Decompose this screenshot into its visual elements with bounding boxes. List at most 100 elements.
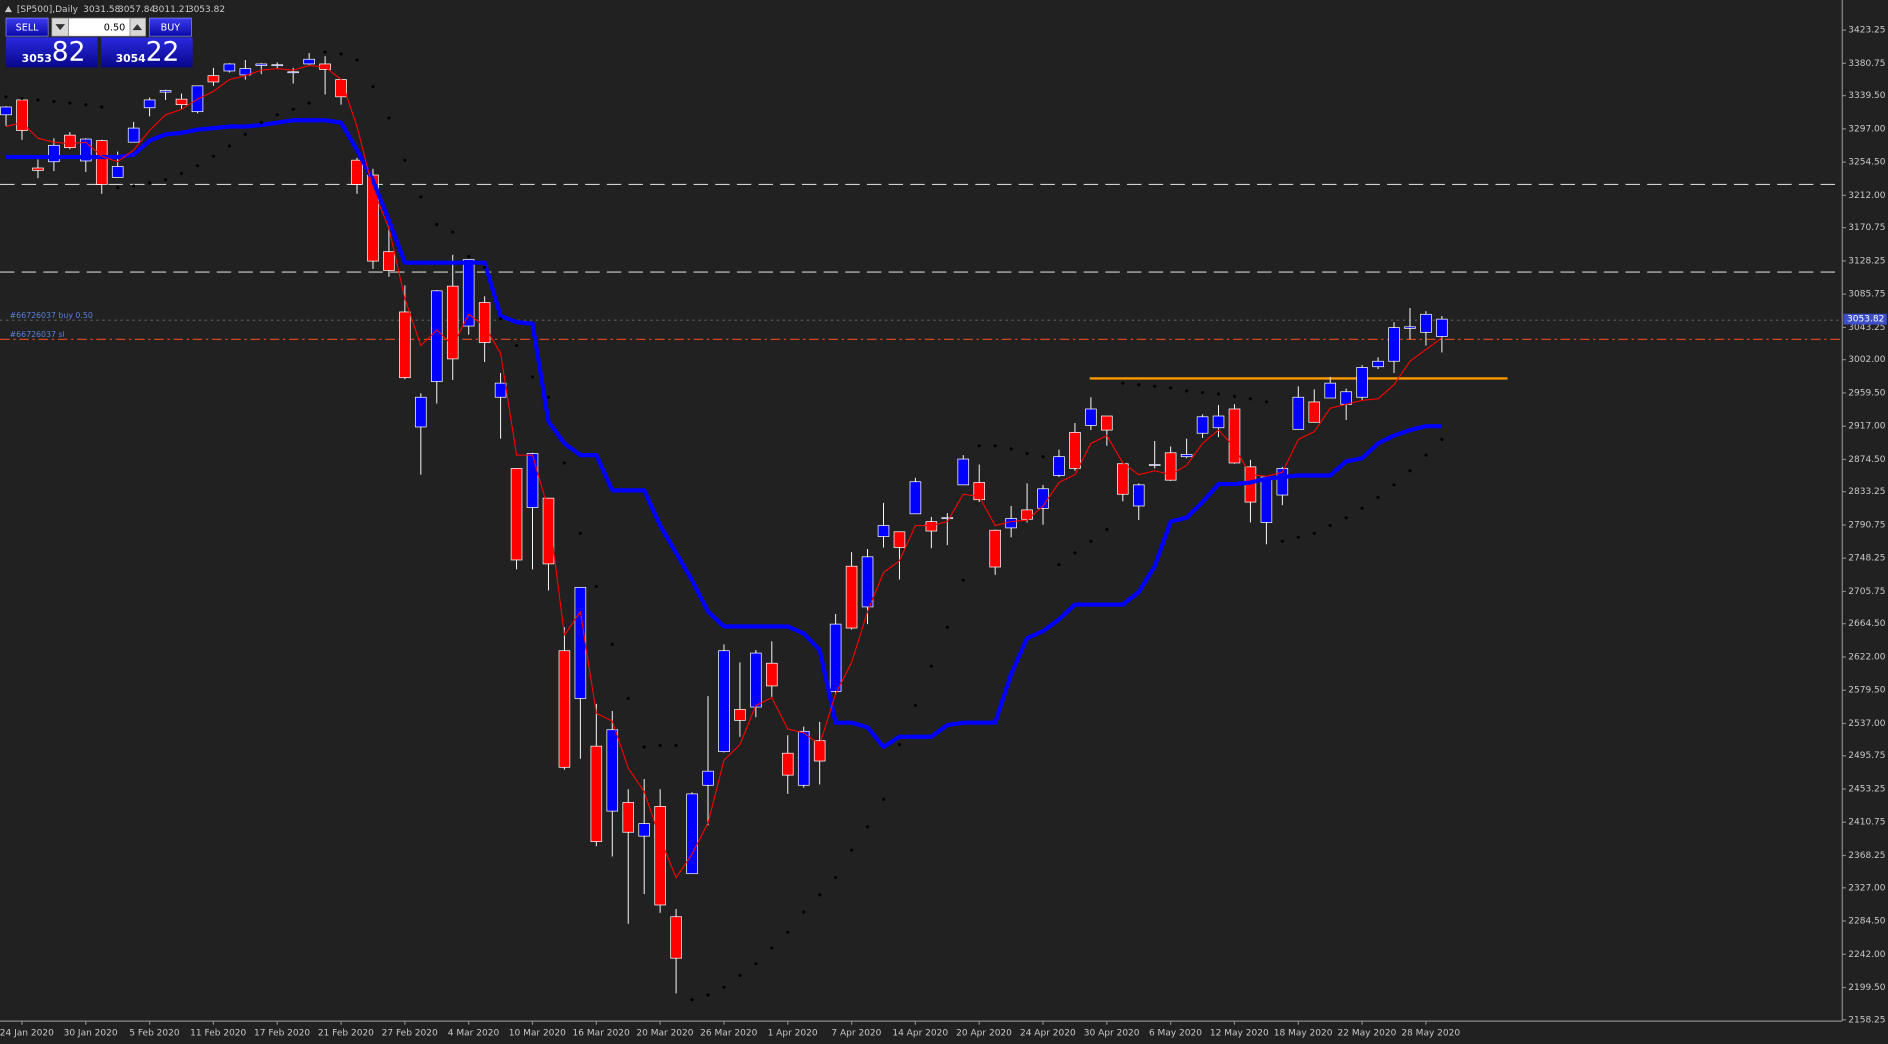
- y-tick-label: 3085.75: [1848, 290, 1885, 300]
- y-tick-label: 2748.25: [1848, 554, 1885, 564]
- candle-body: [223, 63, 236, 72]
- sar-dot: [195, 164, 200, 168]
- x-tick-label: 17 Feb 2020: [254, 1029, 310, 1039]
- sar-dot: [865, 825, 870, 829]
- sar-dot: [929, 664, 933, 668]
- sar-dot: [514, 344, 519, 348]
- sar-dot: [307, 101, 311, 105]
- collapse-icon[interactable]: [4, 6, 13, 13]
- sar-dot: [243, 132, 247, 136]
- sar-dot: [84, 103, 88, 107]
- sar-dot: [483, 265, 487, 269]
- candle-body: [1101, 415, 1113, 431]
- candle-body: [255, 63, 268, 66]
- sar-dot: [1009, 447, 1013, 451]
- sar-dot: [993, 444, 997, 448]
- x-tick-label: 11 Feb 2020: [190, 1029, 246, 1039]
- x-tick-label: 6 May 2020: [1149, 1029, 1202, 1039]
- candle-body: [0, 106, 12, 116]
- candle-body: [941, 517, 954, 520]
- sar-dot: [1041, 455, 1045, 459]
- candle-body: [1324, 382, 1336, 399]
- sar-dot: [913, 703, 917, 708]
- candle-body: [383, 251, 395, 271]
- sar-dot: [897, 743, 902, 747]
- sar-dot: [770, 946, 774, 950]
- candle-body: [781, 752, 794, 776]
- candle-body: [1404, 326, 1416, 329]
- sar-dot: [977, 444, 981, 448]
- price-marker: [1843, 313, 1887, 325]
- candle-body: [1117, 463, 1129, 495]
- bid-box[interactable]: [6, 37, 98, 68]
- sar-dot: [100, 105, 104, 109]
- candle-body: [446, 285, 459, 360]
- y-tick-label: 2284.50: [1848, 917, 1886, 927]
- price-marker-label: 3053.82: [1847, 315, 1884, 325]
- candle-body: [1340, 391, 1352, 405]
- candle-body: [750, 652, 762, 708]
- sar-dot: [658, 743, 662, 747]
- sar-dot: [1025, 452, 1029, 456]
- sar-dot: [786, 930, 790, 934]
- candle-body: [606, 729, 619, 812]
- y-tick-label: 3423.25: [1848, 26, 1885, 36]
- y-tick-label: 2622.00: [1848, 652, 1886, 662]
- sar-dot: [1185, 389, 1189, 393]
- ask-box[interactable]: [101, 37, 193, 68]
- header-low: 3011.21: [153, 5, 190, 15]
- candle-body: [1228, 408, 1241, 464]
- y-tick-label: 2453.25: [1848, 785, 1885, 795]
- candle-body: [909, 481, 922, 515]
- sar-dot: [1232, 394, 1237, 399]
- x-tick-label: 10 Mar 2020: [509, 1029, 566, 1039]
- sar-dot: [1424, 453, 1428, 457]
- x-tick-label: 20 Mar 2020: [636, 1029, 693, 1039]
- y-tick-label: 2664.50: [1848, 619, 1886, 629]
- sar-dot: [1248, 397, 1253, 401]
- header-high: 3057.84: [118, 5, 156, 15]
- candle-body: [399, 311, 411, 379]
- candle-body: [1356, 367, 1368, 398]
- candle-body: [734, 709, 746, 721]
- candle-body: [861, 556, 874, 608]
- y-tick-label: 3212.00: [1848, 191, 1886, 201]
- bid-small: 82: [52, 37, 86, 68]
- sar-dot: [323, 50, 327, 54]
- sar-dot: [355, 58, 359, 62]
- y-tick-label: 2327.00: [1848, 883, 1886, 893]
- y-tick-label: 2410.75: [1848, 818, 1885, 828]
- sar-dot: [1153, 384, 1157, 388]
- sar-dot: [1440, 437, 1444, 442]
- candle-body: [494, 382, 507, 398]
- y-tick-label: 2833.25: [1848, 487, 1885, 497]
- sell-label: SELL: [16, 23, 40, 34]
- sar-dot: [674, 743, 678, 747]
- candle-body: [303, 58, 315, 65]
- sar-dot: [594, 585, 598, 589]
- sell-button[interactable]: [5, 17, 49, 37]
- sar-dot: [1216, 392, 1221, 396]
- candle-body: [510, 468, 523, 561]
- x-tick-label: 18 May 2020: [1274, 1029, 1333, 1039]
- sar-dot: [945, 625, 949, 629]
- sar-dot: [403, 158, 407, 162]
- sar-dot: [1312, 531, 1316, 535]
- candle-body: [590, 745, 603, 842]
- sar-dot: [802, 910, 806, 914]
- sar-dot: [4, 95, 8, 99]
- x-tick-label: 12 May 2020: [1210, 1029, 1269, 1039]
- candle-body: [1420, 313, 1432, 333]
- buy-button[interactable]: [148, 17, 192, 37]
- candle-body: [622, 802, 635, 833]
- sar-dot: [52, 99, 56, 104]
- y-tick-label: 2158.25: [1848, 1015, 1885, 1025]
- sar-dot: [419, 195, 423, 199]
- sar-dot: [1392, 483, 1396, 487]
- sar-dot: [1344, 516, 1348, 520]
- candle-body: [1212, 415, 1225, 429]
- candle-body: [670, 916, 682, 959]
- sar-dot: [259, 121, 263, 125]
- sar-dot: [1296, 535, 1300, 539]
